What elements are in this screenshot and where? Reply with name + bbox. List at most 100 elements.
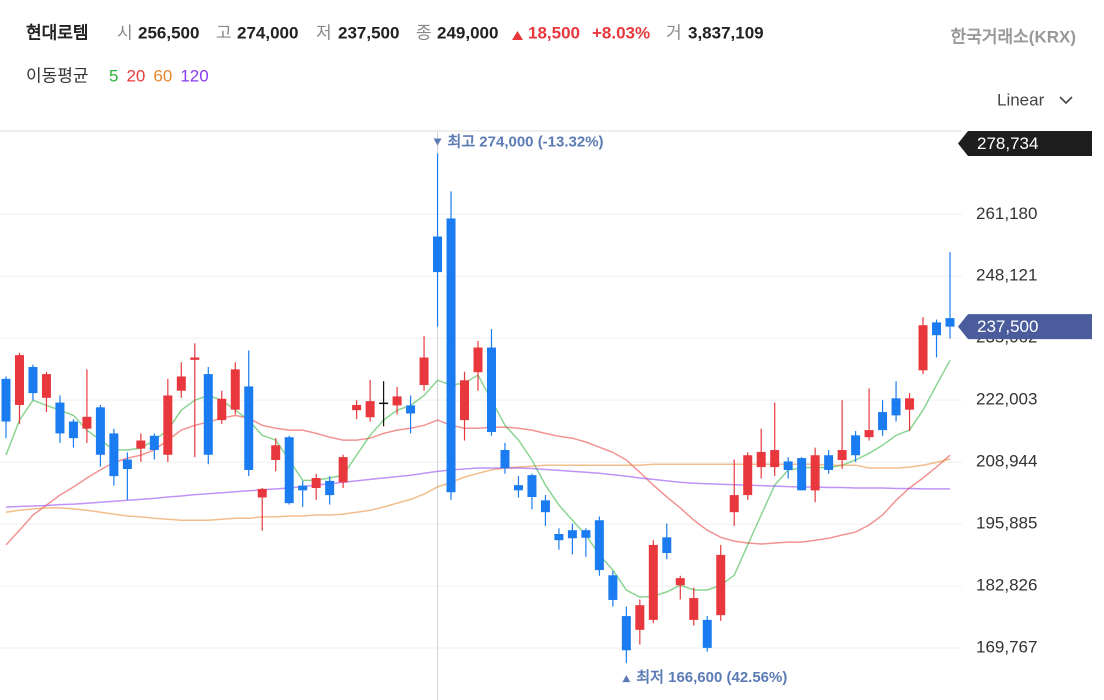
candle-body bbox=[392, 396, 402, 406]
candle-body bbox=[460, 380, 470, 421]
moving-average-line bbox=[5, 414, 951, 546]
candle-body bbox=[203, 374, 213, 455]
candle-body bbox=[527, 475, 537, 497]
ma-legend-title: 이동평균 bbox=[26, 66, 89, 85]
candle-body bbox=[379, 402, 389, 405]
candle-body bbox=[824, 455, 834, 470]
candle-body bbox=[446, 218, 456, 493]
candle-body bbox=[190, 357, 200, 360]
candle-body bbox=[945, 318, 955, 327]
y-tick-label: 261,180 bbox=[976, 204, 1037, 223]
low-marker-icon bbox=[622, 675, 631, 683]
candle-body bbox=[540, 500, 550, 513]
candle-body bbox=[55, 402, 65, 434]
candle-body bbox=[311, 478, 321, 488]
last-price-box bbox=[958, 314, 1092, 340]
candle-body bbox=[284, 437, 294, 504]
low-label: 저 bbox=[316, 23, 332, 42]
candle-body bbox=[608, 575, 618, 600]
candle-body bbox=[878, 412, 888, 431]
candle-body bbox=[136, 440, 146, 449]
candle-body bbox=[581, 530, 591, 538]
candle-body bbox=[41, 374, 51, 398]
candle-body bbox=[837, 450, 847, 460]
candle-body bbox=[433, 236, 443, 273]
moving-average-line bbox=[5, 467, 950, 508]
candle-body bbox=[932, 322, 942, 336]
candle-body bbox=[662, 537, 672, 553]
candle-body bbox=[486, 347, 496, 432]
candle-body bbox=[689, 598, 699, 620]
candle-body bbox=[851, 435, 861, 456]
chevron-icon[interactable] bbox=[1059, 96, 1073, 105]
candle-body bbox=[864, 430, 874, 438]
high-annotation: 최고 274,000 (-13.32%) bbox=[448, 132, 604, 150]
stock-name: 현대로템 bbox=[26, 23, 89, 42]
candle-body bbox=[230, 369, 240, 410]
y-tick-label: 222,003 bbox=[976, 390, 1037, 409]
scale-selector[interactable]: Linear bbox=[997, 90, 1073, 109]
candle-body bbox=[500, 450, 510, 469]
candle-body bbox=[513, 485, 523, 491]
candle-body bbox=[352, 404, 362, 411]
candle-body bbox=[28, 366, 38, 394]
candle-body bbox=[729, 495, 739, 513]
moving-average-line bbox=[5, 359, 951, 598]
ma-legend-item: 5 bbox=[109, 66, 118, 85]
candle-body bbox=[473, 347, 483, 373]
crosshair-price-box bbox=[958, 131, 1092, 156]
candle-body bbox=[743, 455, 753, 496]
crosshair-price-label: 278,734 bbox=[977, 134, 1038, 153]
ma-legend-item: 60 bbox=[153, 66, 172, 85]
candle-body bbox=[594, 520, 604, 571]
candle-body bbox=[918, 325, 928, 371]
candle-body bbox=[554, 534, 564, 541]
candle-body bbox=[217, 398, 227, 421]
low-value: 237,500 bbox=[338, 23, 399, 42]
candle-body bbox=[419, 357, 429, 386]
candle-body bbox=[163, 395, 173, 455]
moving-average-line bbox=[5, 458, 951, 521]
y-tick-label: 182,826 bbox=[976, 576, 1037, 595]
candle-body bbox=[648, 544, 658, 620]
close-value: 249,000 bbox=[437, 23, 498, 42]
candle-body bbox=[621, 616, 631, 651]
candle-body bbox=[257, 488, 267, 498]
candle-body bbox=[406, 405, 416, 414]
candle-body bbox=[905, 398, 915, 410]
candle-body bbox=[675, 578, 685, 586]
candle-body bbox=[271, 445, 281, 460]
candle-body bbox=[14, 355, 24, 405]
candle-body bbox=[149, 435, 159, 451]
volume-label: 거 bbox=[666, 23, 682, 42]
high-value: 274,000 bbox=[237, 23, 298, 42]
candle-body bbox=[770, 450, 780, 468]
y-tick-label: 169,767 bbox=[976, 638, 1037, 657]
candle-body bbox=[338, 457, 348, 483]
candle-body bbox=[325, 480, 335, 496]
candle-body bbox=[756, 451, 766, 468]
ma-legend-item: 120 bbox=[180, 66, 208, 85]
close-label: 종 bbox=[416, 23, 432, 42]
candle-body bbox=[95, 407, 105, 455]
scale-selector-label[interactable]: Linear bbox=[997, 90, 1045, 109]
low-annotation: 최저 166,600 (42.56%) bbox=[636, 668, 787, 686]
candle-body bbox=[1, 378, 11, 422]
candle-body bbox=[635, 605, 645, 630]
high-label: 고 bbox=[216, 23, 232, 42]
candle-body bbox=[244, 386, 254, 470]
exchange-label: 한국거래소(KRX) bbox=[951, 27, 1076, 46]
candle-body bbox=[810, 455, 820, 491]
candle-body bbox=[567, 530, 577, 539]
y-tick-label: 208,944 bbox=[976, 452, 1037, 471]
candle-body bbox=[109, 433, 119, 477]
candle-body bbox=[82, 416, 92, 429]
candle-body bbox=[365, 401, 375, 418]
change-value: 18,500 bbox=[528, 23, 580, 42]
y-tick-label: 248,121 bbox=[976, 266, 1037, 285]
up-arrow-icon bbox=[512, 31, 523, 40]
open-label: 시 bbox=[117, 23, 133, 42]
open-value: 256,500 bbox=[138, 23, 199, 42]
candle-body bbox=[891, 398, 901, 416]
